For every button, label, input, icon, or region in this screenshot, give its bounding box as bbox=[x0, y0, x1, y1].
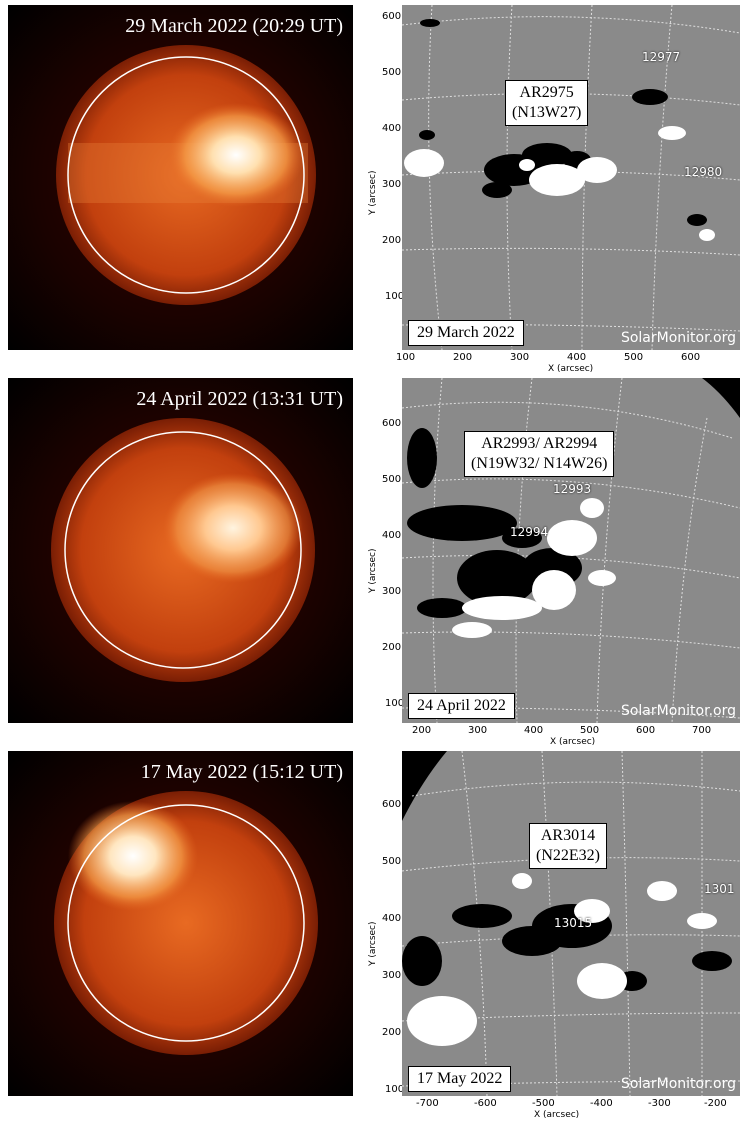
x-tick: -200 bbox=[704, 1098, 727, 1109]
x-tick: 300 bbox=[510, 352, 530, 363]
y-tick: 200 bbox=[382, 235, 402, 246]
x-tick: 500 bbox=[580, 725, 600, 736]
sun-image-1: 29 March 2022 (20:29 UT) bbox=[8, 5, 353, 350]
y-tick: 500 bbox=[382, 474, 402, 485]
y-tick: 600 bbox=[382, 11, 402, 22]
magnetogram-1: 12977 12980 AR2975 (N13W27) 29 March 202… bbox=[402, 5, 740, 350]
y-axis-label: Y (arcsec) bbox=[368, 921, 378, 966]
magnetogram-2: 12993 12994 AR2993/ AR2994 (N19W32/ N14W… bbox=[402, 378, 740, 723]
ar-number: AR2975 bbox=[519, 84, 574, 101]
ar-coords: (N13W27) bbox=[512, 104, 582, 121]
y-tick: 100 bbox=[385, 1084, 405, 1095]
y-tick: 200 bbox=[382, 642, 402, 653]
y-axis-label: Y (arcsec) bbox=[368, 170, 378, 215]
x-axis-label: X (arcsec) bbox=[550, 737, 596, 747]
x-tick: -600 bbox=[474, 1098, 497, 1109]
region-label: 13015 bbox=[554, 916, 593, 930]
sun-image-title: 17 May 2022 (15:12 UT) bbox=[140, 761, 343, 783]
region-label: 12994 bbox=[510, 525, 549, 539]
sun-image-2: 24 April 2022 (13:31 UT) bbox=[8, 378, 353, 723]
sun-image-3: 17 May 2022 (15:12 UT) bbox=[8, 751, 353, 1096]
active-region-label: AR2975 (N13W27) bbox=[505, 80, 589, 126]
y-tick: 600 bbox=[382, 418, 402, 429]
y-tick: 600 bbox=[382, 799, 402, 810]
y-tick: 100 bbox=[385, 291, 405, 302]
watermark: SolarMonitor.org bbox=[620, 330, 736, 346]
x-tick: 700 bbox=[692, 725, 712, 736]
y-tick: 300 bbox=[382, 970, 402, 981]
x-axis-label: X (arcsec) bbox=[534, 1110, 580, 1120]
y-tick: 500 bbox=[382, 856, 402, 867]
region-label: 12977 bbox=[642, 50, 681, 64]
y-tick: 200 bbox=[382, 1027, 402, 1038]
sun-image-title: 29 March 2022 (20:29 UT) bbox=[125, 15, 343, 37]
x-tick: -500 bbox=[532, 1098, 555, 1109]
x-tick: -400 bbox=[590, 1098, 613, 1109]
x-tick: -300 bbox=[648, 1098, 671, 1109]
y-tick: 500 bbox=[382, 67, 402, 78]
y-tick: 400 bbox=[382, 913, 402, 924]
x-tick: 600 bbox=[636, 725, 656, 736]
ar-number: AR2993/ AR2994 bbox=[481, 435, 598, 452]
y-tick: 400 bbox=[382, 530, 402, 541]
ar-coords: (N19W32/ N14W26) bbox=[471, 455, 608, 472]
magnetogram-date: 24 April 2022 bbox=[408, 693, 515, 719]
x-tick: -700 bbox=[416, 1098, 439, 1109]
panel-row-1: 29 March 2022 (20:29 UT) Y (arcsec) 600 … bbox=[0, 5, 740, 380]
sun-image-title: 24 April 2022 (13:31 UT) bbox=[136, 388, 343, 410]
panel-row-2: 24 April 2022 (13:31 UT) Y (arcsec) 600 … bbox=[0, 378, 740, 753]
active-region-label: AR3014 (N22E32) bbox=[529, 823, 607, 869]
y-tick: 300 bbox=[382, 179, 402, 190]
ar-number: AR3014 bbox=[540, 827, 596, 844]
y-axis-label: Y (arcsec) bbox=[368, 548, 378, 593]
magnetogram-date: 17 May 2022 bbox=[408, 1066, 512, 1092]
x-axis-label: X (arcsec) bbox=[548, 364, 594, 374]
watermark: SolarMonitor.org bbox=[620, 1076, 736, 1092]
x-tick: 100 bbox=[396, 352, 416, 363]
x-tick: 200 bbox=[412, 725, 432, 736]
y-tick: 300 bbox=[382, 586, 402, 597]
magnetogram-3: 13015 1301 AR3014 (N22E32) 17 May 2022 S… bbox=[402, 751, 740, 1096]
region-label: 1301 bbox=[704, 882, 735, 896]
watermark: SolarMonitor.org bbox=[620, 703, 736, 719]
ar-coords: (N22E32) bbox=[536, 847, 600, 864]
x-tick: 600 bbox=[681, 352, 701, 363]
y-tick: 400 bbox=[382, 123, 402, 134]
x-tick: 400 bbox=[524, 725, 544, 736]
x-tick: 400 bbox=[567, 352, 587, 363]
x-tick: 500 bbox=[624, 352, 644, 363]
magnetogram-date: 29 March 2022 bbox=[408, 320, 524, 346]
panel-row-3: 17 May 2022 (15:12 UT) Y (arcsec) 600 50… bbox=[0, 751, 740, 1126]
x-tick: 200 bbox=[453, 352, 473, 363]
region-label: 12993 bbox=[553, 482, 592, 496]
region-label: 12980 bbox=[684, 165, 723, 179]
x-tick: 300 bbox=[468, 725, 488, 736]
y-tick: 100 bbox=[385, 698, 405, 709]
active-region-label: AR2993/ AR2994 (N19W32/ N14W26) bbox=[464, 431, 615, 477]
